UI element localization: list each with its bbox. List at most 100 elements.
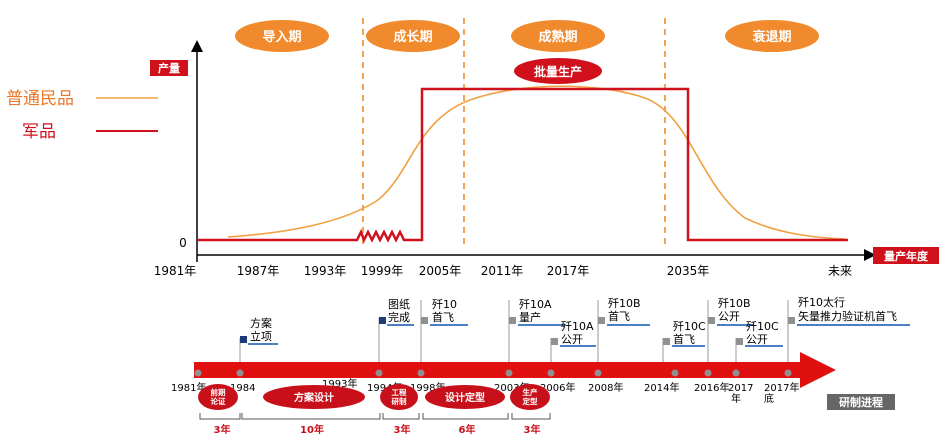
milestone-flag-icon [663,338,670,345]
phase-label: 成熟期 [538,29,577,45]
timeline-year: 2017 [728,383,753,394]
milestone-text: 歼10B [718,297,751,310]
timeline-dot [505,369,513,377]
milestone-text: 公开 [561,333,583,346]
timeline-year: 2014年 [644,381,679,394]
milestone-text: 歼10A [561,320,594,333]
milestone-text: 首飞 [608,309,630,323]
milestone-text: 歼10太行 [798,296,845,309]
milestone-text: 公开 [718,310,740,323]
milestone-text: 歼10 [432,298,457,311]
milestone-flag-icon [551,338,558,345]
stage-label: 论证 [211,396,226,406]
timeline-dot [194,369,202,377]
military-line [197,87,848,244]
milestone-text: 完成 [388,310,410,324]
phase-label: 成长期 [393,29,432,45]
stage-label: 定型 [523,396,538,406]
stage-label: 方案设计 [294,391,334,404]
milestone-flag-icon [736,338,743,345]
x-tick-label: 1999年 [361,264,404,278]
timeline-label-badge [827,394,895,410]
timeline-label: 研制进程 [839,395,883,409]
timeline-dot [547,369,555,377]
stage-label: 工程 [392,388,407,397]
milestone-text: 立项 [250,329,272,343]
timeline-year: 1984 [230,383,255,394]
timeline-dot [236,369,244,377]
timeline-dot [784,369,792,377]
timeline-dot [704,369,712,377]
milestone-text: 公开 [746,333,768,346]
y-zero-label: 0 [179,236,187,250]
milestone-text: 方案 [250,316,272,330]
duration-label: 3年 [214,423,231,436]
timeline-year: 底 [764,392,774,405]
milestone-flag-icon [421,317,428,324]
stage-label: 研制 [392,396,407,406]
milestone-text: 图纸 [388,298,410,311]
stage-pill [198,384,238,410]
milestone-flag-icon [379,317,386,324]
timeline-year: 2008年 [588,381,623,394]
phase-pill [235,20,329,52]
phase-pill [725,20,819,52]
duration-bracket [199,413,241,420]
y-axis-title-badge [150,60,188,76]
stage-label: 生产 [523,387,538,397]
x-tick-label: 2005年 [419,264,462,278]
timeline-year: 2006年 [540,381,575,394]
timeline-dot [671,369,679,377]
stage-pill [510,384,550,410]
phase-label: 导入期 [262,30,301,45]
milestone-text: 歼10A [519,298,552,311]
duration-bracket [241,413,381,420]
milestone-text: 量产 [519,310,541,324]
milestone-text: 歼10C [673,320,706,333]
timeline-year: 年 [731,392,741,405]
timeline-arrow [194,352,836,388]
timeline-dot [732,369,740,377]
milestone-flag-icon [708,317,715,324]
milestone-flag-icon [598,317,605,324]
milestone-flag-icon [240,336,247,343]
duration-bracket [382,413,420,420]
stage-label: 设计定型 [445,391,485,404]
timeline-dot [417,369,425,377]
milestone-text: 歼10C [746,320,779,333]
duration-bracket [422,413,509,420]
x-tick-label: 未来 [828,264,852,278]
duration-label: 3年 [394,423,411,436]
legend-civil-label: 普通民品 [6,89,74,109]
timeline-dot [594,369,602,377]
stage-label: 前期 [211,387,226,397]
milestone-text: 首飞 [673,332,695,346]
timeline-year: 1981年 [171,381,206,394]
stage-pill [263,385,365,409]
x-axis-title-badge [873,247,939,264]
duration-label: 10年 [300,423,324,436]
x-tick-label: 2035年 [667,264,710,278]
y-axis-title: 产量 [158,61,180,75]
stage-pill [425,385,505,409]
milestone-flag-icon [788,317,795,324]
milestone-text: 矢量推力验证机首飞 [798,309,897,323]
x-tick-label: 1981年 [154,264,197,278]
timeline-year: 2017年 [764,381,799,394]
x-tick-label: 1993年 [304,264,347,278]
phase-label: 衰退期 [751,29,791,45]
batch-production-badge [514,58,602,84]
duration-label: 6年 [459,423,476,436]
milestone-text: 首飞 [432,310,454,324]
batch-production-label: 批量生产 [534,64,582,79]
duration-label: 3年 [524,423,541,436]
stage-pill [380,384,418,410]
timeline-dot [375,369,383,377]
milestone-text: 歼10B [608,297,641,310]
milestone-flag-icon [509,317,516,324]
phase-pill [366,20,460,52]
civil-curve [227,85,846,240]
phase-pill [511,20,605,52]
legend-military-label: 军品 [22,122,56,142]
